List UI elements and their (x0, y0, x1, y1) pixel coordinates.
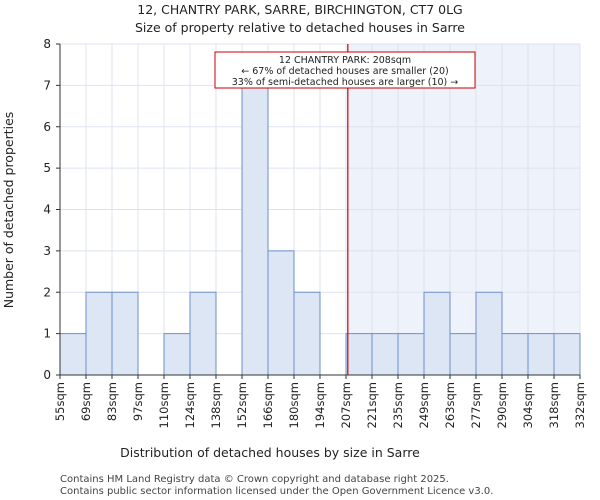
x-tick-label: 332sqm (573, 382, 587, 428)
x-axis-label: Distribution of detached houses by size … (120, 445, 420, 460)
annotation-line: 33% of semi-detached houses are larger (… (232, 77, 459, 88)
bar-290sqm (501, 333, 529, 376)
x-tick-label: 55sqm (53, 382, 67, 421)
footer-line-2: Contains public sector information licen… (60, 486, 493, 497)
x-tick-label: 138sqm (209, 382, 223, 428)
x-tick-label: 207sqm (339, 382, 353, 428)
x-tick-label: 263sqm (443, 382, 457, 428)
footer-line-1: Contains HM Land Registry data © Crown c… (60, 474, 449, 485)
plot-area: 0 1 2 3 4 5 6 7 8 55sqm 69sqm 83sqm 97sqm 110sqm 124sq… (43, 37, 587, 428)
x-tick-label: 221sqm (365, 382, 379, 428)
y-tick-label: 2 (43, 285, 51, 299)
annotation-line: ← 67% of detached houses are smaller (20… (241, 66, 448, 77)
y-tick-label: 3 (43, 244, 51, 258)
bar-69sqm (85, 291, 113, 376)
x-tick-label: 290sqm (495, 382, 509, 428)
y-tick-label: 4 (43, 203, 51, 217)
x-tick-label: 97sqm (131, 382, 145, 421)
bar-318sqm (553, 333, 581, 376)
bar-221sqm (371, 333, 399, 376)
x-tick-label: 180sqm (287, 382, 301, 428)
bar-110sqm (163, 333, 191, 376)
x-tick-label: 304sqm (521, 382, 535, 428)
y-tick-label: 6 (43, 120, 51, 134)
annotation-box (214, 51, 476, 89)
x-tick-label: 110sqm (157, 382, 171, 428)
bar-304sqm (527, 333, 555, 376)
x-tick-label: 235sqm (391, 382, 405, 428)
x-tick-label: 69sqm (79, 382, 93, 421)
x-tick-label: 277sqm (469, 382, 483, 428)
x-tick-label: 152sqm (235, 382, 249, 428)
y-tick-label: 8 (43, 37, 51, 51)
bar-166sqm (267, 250, 295, 376)
chart-subtitle: Size of property relative to detached ho… (135, 20, 465, 35)
bar-207sqm (345, 333, 373, 376)
bar-277sqm (475, 291, 503, 376)
y-axis-label: Number of detached properties (1, 112, 16, 309)
bar-152sqm (241, 84, 269, 376)
y-tick-label: 7 (43, 78, 51, 92)
x-tick-label: 124sqm (183, 382, 197, 428)
bar-83sqm (111, 291, 139, 376)
y-tick-label: 1 (43, 327, 51, 341)
bar-235sqm (397, 333, 425, 376)
x-tick-label: 194sqm (313, 382, 327, 428)
x-tick-label: 249sqm (417, 382, 431, 428)
y-tick-label: 5 (43, 161, 51, 175)
x-tick-label: 318sqm (547, 382, 561, 428)
bar-249sqm (423, 291, 451, 376)
chart-title: 12, CHANTRY PARK, SARRE, BIRCHINGTON, CT… (137, 2, 462, 17)
bar-124sqm (189, 291, 217, 376)
x-tick-label: 83sqm (105, 382, 119, 421)
bar-263sqm (449, 333, 477, 376)
bar-55sqm (59, 333, 87, 376)
x-tick-label: 166sqm (261, 382, 275, 428)
bar-180sqm (293, 291, 321, 376)
annotation-line: 12 CHANTRY PARK: 208sqm (279, 55, 411, 66)
y-tick-label: 0 (43, 368, 51, 382)
